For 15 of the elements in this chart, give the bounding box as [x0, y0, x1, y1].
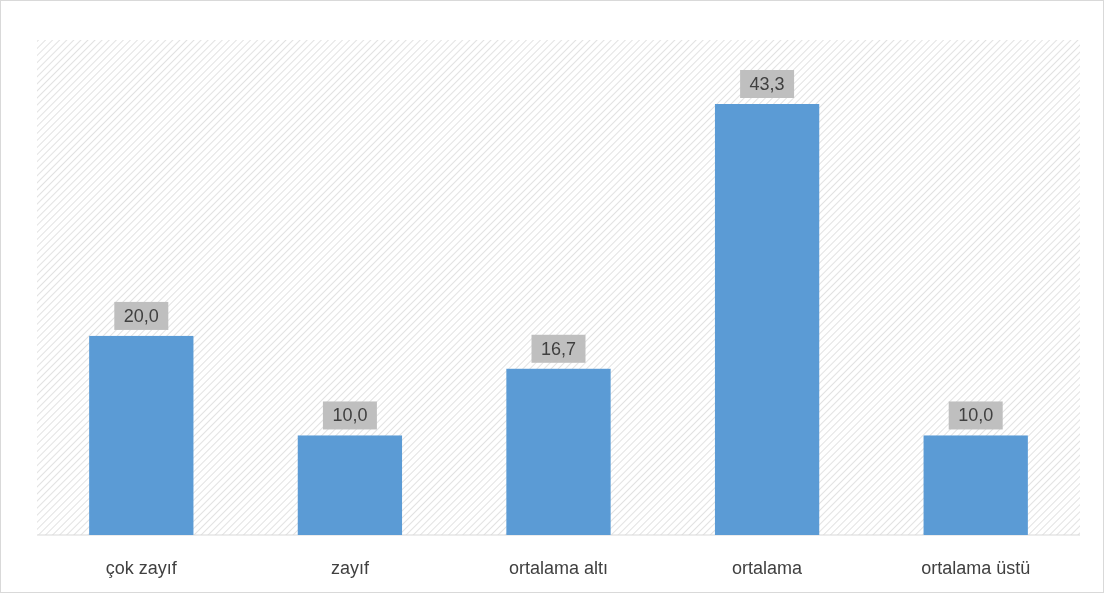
data-label: 10,0: [332, 405, 368, 426]
data-label: 43,3: [749, 74, 785, 94]
x-tick-label: çok zayıf: [105, 558, 178, 578]
data-label: 16,7: [540, 338, 577, 359]
bar: [297, 435, 403, 535]
bar: [506, 368, 611, 535]
bar: [923, 435, 1028, 535]
bar: [89, 335, 194, 535]
x-tick-label: ortalama üstü: [921, 558, 1031, 578]
x-tick-label: ortalama altı: [508, 558, 609, 578]
bar: [714, 104, 820, 535]
x-tick-label: ortalama: [732, 558, 804, 578]
data-label: 20,0: [123, 305, 159, 326]
x-tick-label: zayıf: [330, 558, 370, 578]
data-label: 10,0: [958, 405, 994, 426]
